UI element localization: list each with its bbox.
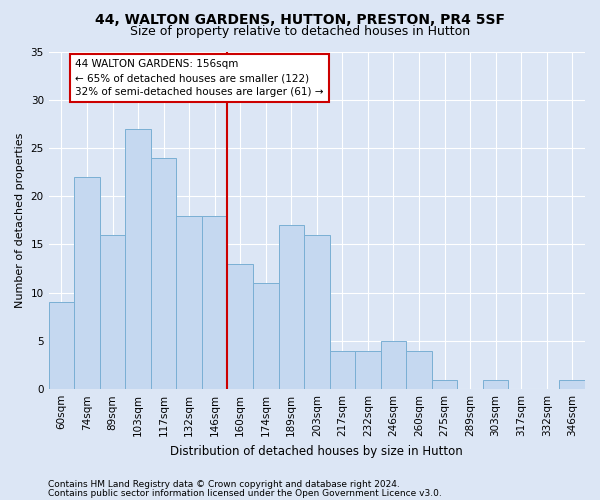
Text: 44 WALTON GARDENS: 156sqm
← 65% of detached houses are smaller (122)
32% of semi: 44 WALTON GARDENS: 156sqm ← 65% of detac… (76, 59, 324, 97)
Bar (74, 177, 100, 389)
Text: Contains public sector information licensed under the Open Government Licence v3: Contains public sector information licen… (48, 489, 442, 498)
Bar (304, 235, 329, 389)
Bar (100, 235, 125, 389)
Bar (483, 380, 508, 389)
Text: Size of property relative to detached houses in Hutton: Size of property relative to detached ho… (130, 25, 470, 38)
Bar (355, 350, 380, 389)
Bar (278, 225, 304, 389)
Bar (406, 350, 432, 389)
Bar (125, 128, 151, 389)
Bar (49, 302, 74, 389)
Text: Contains HM Land Registry data © Crown copyright and database right 2024.: Contains HM Land Registry data © Crown c… (48, 480, 400, 489)
Bar (559, 380, 585, 389)
Bar (176, 216, 202, 389)
Y-axis label: Number of detached properties: Number of detached properties (15, 132, 25, 308)
Bar (227, 264, 253, 389)
X-axis label: Distribution of detached houses by size in Hutton: Distribution of detached houses by size … (170, 444, 463, 458)
Text: 44, WALTON GARDENS, HUTTON, PRESTON, PR4 5SF: 44, WALTON GARDENS, HUTTON, PRESTON, PR4… (95, 12, 505, 26)
Bar (151, 158, 176, 389)
Bar (329, 350, 355, 389)
Bar (253, 283, 278, 389)
Bar (380, 341, 406, 389)
Bar (432, 380, 457, 389)
Bar (202, 216, 227, 389)
